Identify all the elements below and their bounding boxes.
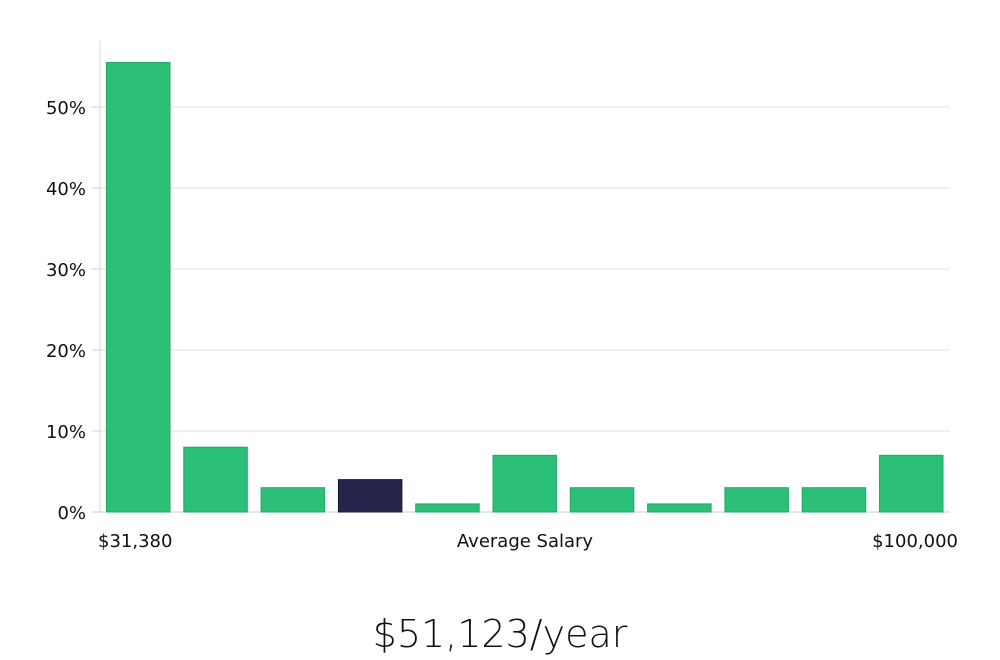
y-tick-label: 10% [46,422,86,443]
y-tick-label: 20% [46,341,86,362]
bar [183,446,248,513]
bars [106,61,944,513]
x-max-label: $100,000 [872,531,958,552]
average-salary-value: $51,123/year [372,612,628,656]
bar [724,487,789,513]
bar [260,487,326,513]
x-axis-title: Average Salary [457,531,594,552]
y-tick-label: 50% [46,98,86,119]
y-tick-label: 30% [46,260,86,281]
bar [106,61,171,513]
y-tick-labels: 0% 10% 20% 30% 40% 50% [46,98,100,524]
y-tick-label: 40% [46,179,86,200]
grid-lines [100,106,950,432]
x-min-label: $31,380 [98,531,172,552]
bar [647,503,712,513]
bar [569,487,635,513]
bar [415,503,480,513]
bar [879,454,944,513]
y-tick-label: 0% [57,503,86,524]
bar [801,487,867,513]
bar-highlighted [337,479,403,513]
bar [492,454,557,513]
